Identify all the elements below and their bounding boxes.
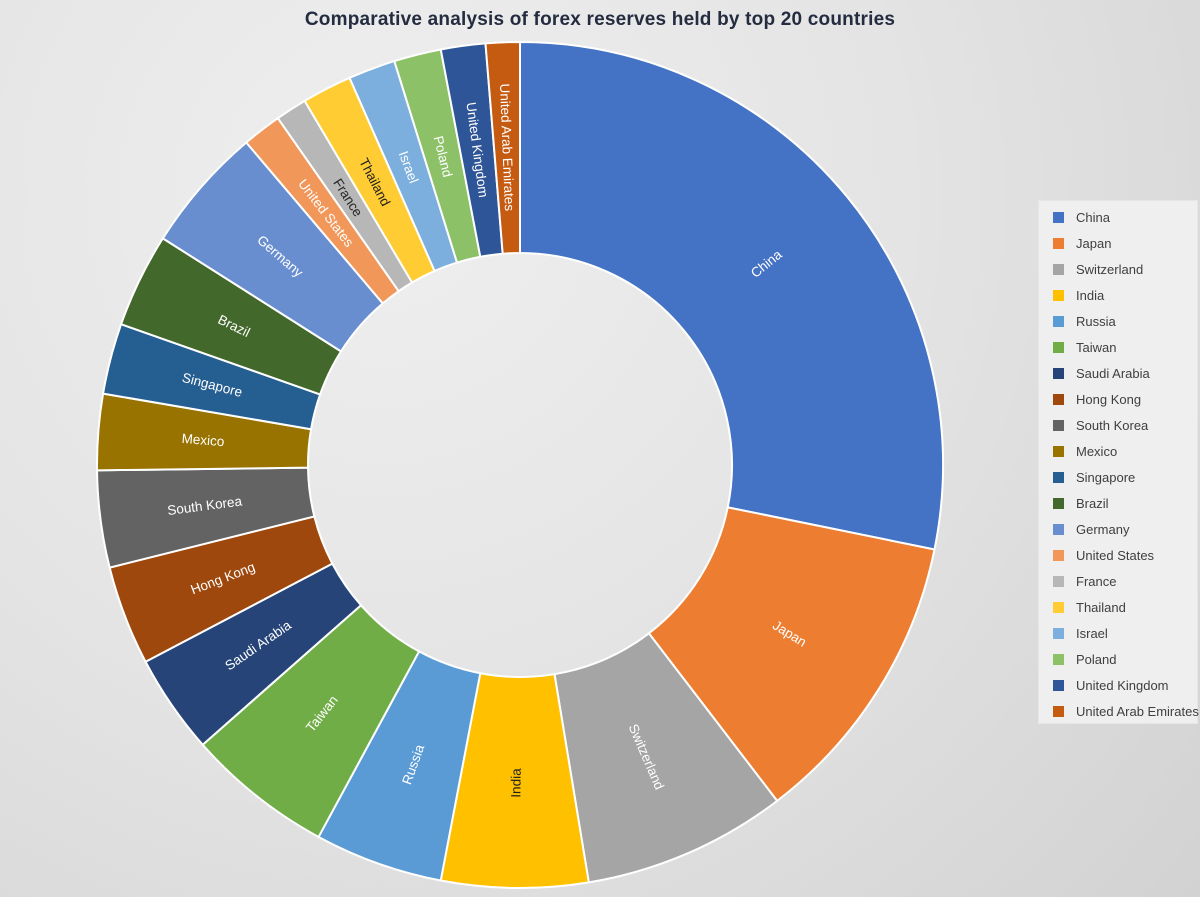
- legend-label-mexico: Mexico: [1076, 443, 1118, 459]
- legend-swatch-saudi-arabia: [1053, 367, 1064, 379]
- legend-swatch-united-kingdom: [1053, 679, 1064, 691]
- legend-swatch-taiwan: [1053, 341, 1064, 353]
- legend-item-united-states: United States: [1039, 542, 1197, 568]
- legend-swatch-france: [1053, 575, 1064, 587]
- legend-swatch-singapore: [1053, 471, 1064, 483]
- legend-swatch-hong-kong: [1053, 393, 1064, 405]
- legend-label-taiwan: Taiwan: [1076, 339, 1117, 355]
- slice-china: [519, 41, 945, 551]
- legend-label-israel: Israel: [1076, 625, 1108, 641]
- legend-label-france: France: [1076, 573, 1117, 589]
- legend-swatch-brazil: [1053, 497, 1064, 509]
- legend-item-united-arab-emirates: United Arab Emirates: [1039, 698, 1199, 724]
- legend-item-switzerland: Switzerland: [1039, 256, 1197, 282]
- legend-swatch-switzerland: [1053, 263, 1064, 275]
- legend-item-saudi-arabia: Saudi Arabia: [1039, 360, 1197, 386]
- legend-label-germany: Germany: [1076, 521, 1130, 537]
- legend-label-china: China: [1076, 209, 1110, 225]
- chart-title: Comparative analysis of forex reserves h…: [304, 9, 896, 30]
- slice-label-mexico: Mexico: [181, 431, 225, 449]
- legend-label-russia: Russia: [1076, 313, 1116, 329]
- slice-united-arab-emirates: [484, 41, 521, 255]
- legend-label-poland: Poland: [1076, 651, 1117, 667]
- legend-label-united-arab-emirates: United Arab Emirates: [1076, 703, 1199, 719]
- legend-swatch-thailand: [1053, 601, 1064, 613]
- legend-swatch-israel: [1053, 627, 1064, 639]
- slice-label-united-arab-emirates: United Arab Emirates: [497, 83, 517, 211]
- legend-label-switzerland: Switzerland: [1076, 261, 1144, 277]
- legend-swatch-south-korea: [1053, 419, 1064, 431]
- legend-label-thailand: Thailand: [1076, 599, 1126, 615]
- legend-item-china: China: [1039, 204, 1197, 230]
- legend-item-united-kingdom: United Kingdom: [1039, 672, 1197, 698]
- legend-item-poland: Poland: [1039, 646, 1197, 672]
- legend-label-india: India: [1076, 287, 1105, 303]
- legend-item-france: France: [1039, 568, 1197, 594]
- slice-japan: [647, 506, 936, 802]
- legend-label-japan: Japan: [1076, 235, 1112, 251]
- legend-swatch-united-states: [1053, 549, 1064, 561]
- legend-item-singapore: Singapore: [1039, 464, 1197, 490]
- legend-swatch-india: [1053, 289, 1064, 301]
- legend-item-thailand: Thailand: [1039, 594, 1197, 620]
- legend-swatch-mexico: [1053, 445, 1064, 457]
- legend-item-israel: Israel: [1039, 620, 1197, 646]
- legend-item-india: India: [1039, 282, 1197, 308]
- legend-swatch-germany: [1053, 523, 1064, 535]
- legend-item-south-korea: South Korea: [1039, 412, 1197, 438]
- legend-item-germany: Germany: [1039, 516, 1197, 542]
- legend-label-saudi-arabia: Saudi Arabia: [1076, 365, 1150, 381]
- legend-label-united-kingdom: United Kingdom: [1076, 677, 1169, 693]
- legend-item-russia: Russia: [1039, 308, 1197, 334]
- legend: China Japan Switzerland India Russia Taiwan Sa…: [1038, 200, 1199, 724]
- legend-item-hong-kong: Hong Kong: [1039, 386, 1197, 412]
- legend-item-mexico: Mexico: [1039, 438, 1197, 464]
- legend-label-hong-kong: Hong Kong: [1076, 391, 1142, 407]
- slice-label-india: India: [508, 768, 523, 798]
- legend-swatch-china: [1053, 211, 1064, 223]
- legend-swatch-united-arab-emirates: [1053, 705, 1064, 717]
- legend-item-taiwan: Taiwan: [1039, 334, 1197, 360]
- legend-label-united-states: United States: [1076, 547, 1155, 563]
- legend-item-japan: Japan: [1039, 230, 1197, 256]
- legend-label-brazil: Brazil: [1076, 495, 1109, 511]
- legend-swatch-poland: [1053, 653, 1064, 665]
- legend-label-south-korea: South Korea: [1076, 417, 1149, 433]
- legend-label-singapore: Singapore: [1076, 469, 1136, 485]
- legend-swatch-japan: [1053, 237, 1064, 249]
- legend-swatch-russia: [1053, 315, 1064, 327]
- legend-item-brazil: Brazil: [1039, 490, 1197, 516]
